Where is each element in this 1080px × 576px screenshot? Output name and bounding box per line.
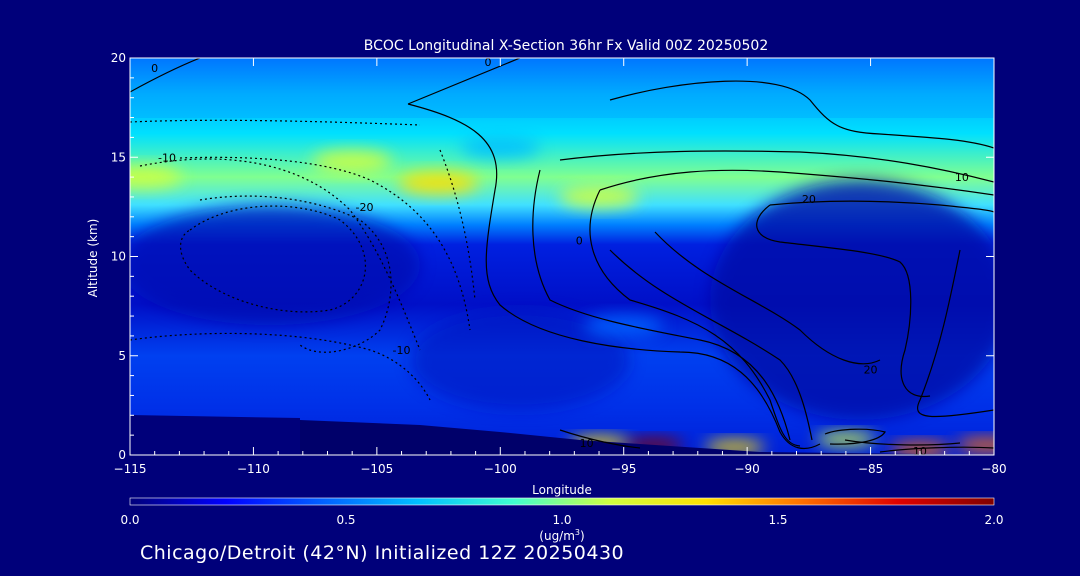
x-tick-label: −100 (484, 462, 517, 476)
contour-label: 10 (580, 437, 594, 450)
contour-dotted (139, 158, 421, 351)
x-tick-label: −95 (611, 462, 636, 476)
contour-solid (407, 103, 821, 450)
contour-label: -10 (158, 151, 176, 164)
dark-core-east (710, 180, 994, 420)
colorbar-tick-label: 0.5 (336, 513, 355, 527)
contour-label: 0 (151, 62, 158, 75)
colorbar: 0.0 0.5 1.0 1.5 2.0 (ug/m3) (120, 497, 1004, 543)
x-axis-label: Longitude (532, 483, 592, 497)
x-tick-label: −85 (858, 462, 883, 476)
aerosol-feature (583, 314, 664, 337)
plot-area (130, 58, 994, 455)
contour-solid (879, 446, 994, 453)
contour-label: 20 (802, 193, 816, 206)
contour-solid (130, 58, 201, 93)
y-axis: 0 5 10 15 20 (111, 51, 994, 462)
contour-label: 20 (864, 364, 878, 377)
contour-solid (559, 150, 994, 183)
contour-solid (589, 189, 801, 447)
contour-solid (407, 58, 521, 105)
y-tick-label: 0 (118, 448, 126, 462)
contour-label: 0 (484, 56, 491, 69)
upper-band-fill (130, 58, 994, 118)
contour-solid (599, 169, 994, 196)
contour-dotted (130, 119, 421, 126)
colorbar-ticks: 0.0 0.5 1.0 1.5 2.0 (120, 513, 1003, 527)
contour-label: -20 (356, 201, 374, 214)
y-tick-label: 10 (111, 250, 126, 264)
contour-solid (654, 231, 881, 365)
aerosol-feature (956, 438, 994, 453)
dark-core-west (130, 205, 420, 325)
contour-lines (130, 58, 994, 453)
y-tick-label: 20 (111, 51, 126, 65)
aerosol-feature (130, 166, 183, 189)
colorbar-gradient (129, 497, 995, 506)
x-tick-label: −90 (734, 462, 759, 476)
x-tick-label: −110 (237, 462, 270, 476)
colorbar-unit-superscript: 3 (575, 528, 580, 537)
contour-solid (609, 249, 813, 441)
terrain-west-block (130, 415, 300, 455)
x-axis: −115 −110 −105 −100 −95 −90 −85 −80 (114, 58, 1007, 476)
x-tick-label: −105 (360, 462, 393, 476)
colorbar-unit-label: (ug/m3) (539, 528, 584, 543)
contour-solid (917, 249, 994, 418)
x-tick-label: −115 (114, 462, 147, 476)
contour-solid (756, 204, 931, 398)
y-tick-label: 15 (111, 150, 126, 164)
colorbar-unit-close: ) (580, 529, 585, 543)
colorbar-tick-label: 0.0 (120, 513, 139, 527)
colorbar-tick-label: 1.0 (552, 513, 571, 527)
aerosol-feature (398, 172, 479, 195)
y-axis-label: Altitude (km) (86, 219, 100, 298)
contour-solid (559, 429, 641, 449)
aerosol-feature (312, 150, 393, 173)
x-tick-label: −80 (981, 462, 1006, 476)
terrain (130, 418, 994, 455)
footer-caption: Chicago/Detroit (42°N) Initialized 12Z 2… (140, 542, 625, 564)
contour-solid (769, 200, 994, 213)
contour-dotted (179, 156, 471, 331)
contour-label: 0 (576, 235, 583, 248)
contour-solid (532, 169, 791, 441)
contour-label: 10 (955, 171, 969, 184)
aerosol-feature (460, 136, 541, 159)
contour-solid (824, 428, 886, 445)
aerosol-feature (559, 185, 640, 208)
colorbar-tick-label: 2.0 (984, 513, 1003, 527)
y-tick-label: 5 (118, 349, 126, 363)
contour-label: -10 (393, 344, 411, 357)
colorbar-tick-label: 1.5 (768, 513, 787, 527)
chart-title: BCOC Longitudinal X-Section 36hr Fx Vali… (364, 38, 768, 54)
contour-solid (609, 80, 994, 149)
dark-core-mid (410, 310, 630, 410)
contour-solid (844, 439, 961, 446)
